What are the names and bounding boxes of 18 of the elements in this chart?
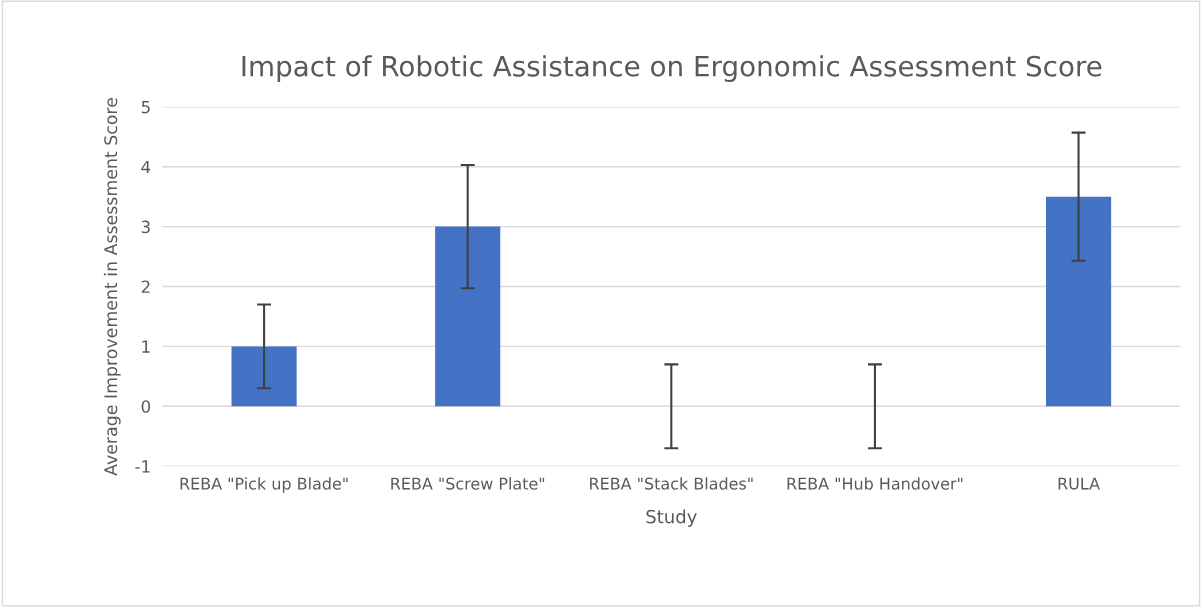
x-tick-label: REBA "Pick up Blade" xyxy=(180,477,348,493)
bar xyxy=(435,226,501,407)
x-axis-title: Study xyxy=(646,509,697,527)
y-tick-label: 5 xyxy=(141,101,150,114)
y-axis-title: Average Improvement in Assessment Score xyxy=(103,98,121,476)
chart-title: Impact of Robotic Assistance on Ergonomic Assessment Score xyxy=(242,55,1102,83)
y-tick-label: 1 xyxy=(142,340,150,353)
y-tick-label: 2 xyxy=(141,280,150,293)
y-tick-label: 3 xyxy=(141,220,150,234)
y-tick-label: -1 xyxy=(135,460,150,473)
y-tick-label: 0 xyxy=(141,400,151,413)
x-tick-label: REBA "Stack Blades" xyxy=(590,477,753,490)
x-tick-label: REBA "Screw Plate" xyxy=(391,477,545,490)
x-tick-label: RULA xyxy=(1058,477,1100,490)
bar xyxy=(1045,196,1112,407)
x-tick-label: REBA "Hub Handover" xyxy=(787,477,963,490)
y-tick-label: 4 xyxy=(141,160,151,174)
bar xyxy=(231,346,297,407)
